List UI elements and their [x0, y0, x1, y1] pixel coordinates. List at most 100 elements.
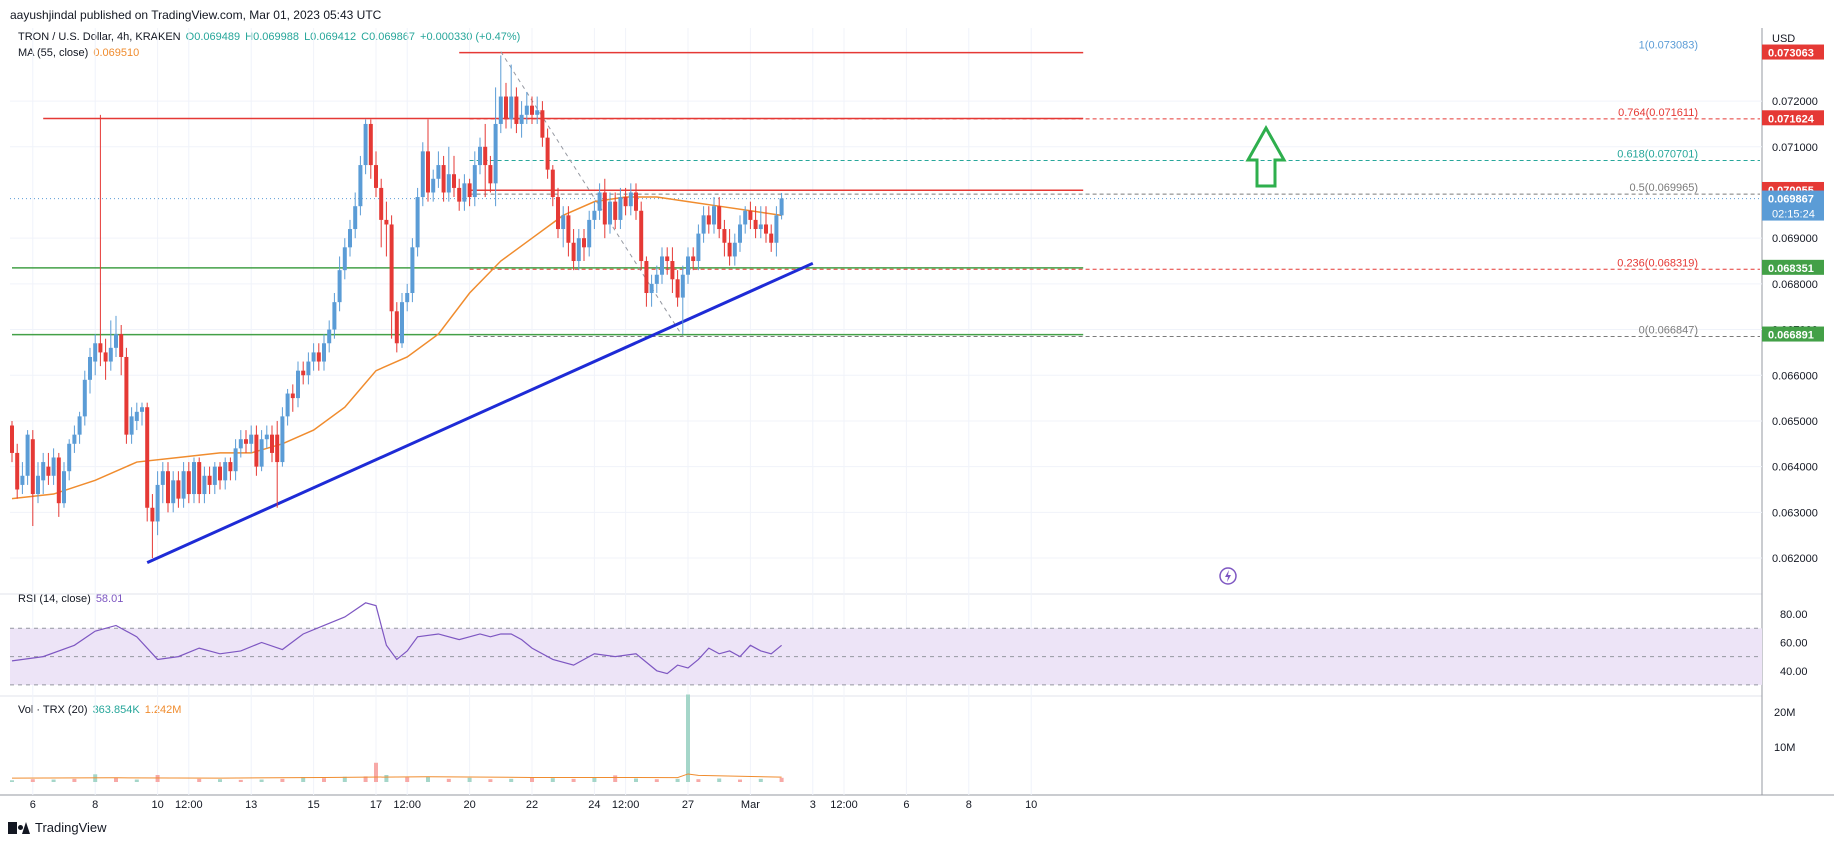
volume-tick-label: 20M: [1774, 707, 1795, 719]
candle-body: [129, 416, 134, 435]
candle-body: [561, 215, 566, 230]
candle-body: [654, 274, 659, 284]
candle-body: [62, 471, 66, 504]
volume-bar: [488, 779, 493, 782]
candle-body: [374, 165, 378, 188]
candle-body: [192, 462, 196, 495]
candle-body: [706, 215, 711, 225]
price-tag-label: 0.066891: [1768, 330, 1814, 342]
candle-body: [342, 247, 347, 271]
candle-body: [41, 462, 46, 481]
candle-body: [441, 165, 446, 193]
symbol-name[interactable]: TRON / U.S. Dollar, 4h, KRAKEN: [18, 31, 181, 43]
candle-body: [415, 197, 420, 248]
candle-body: [613, 201, 618, 220]
volume-bar: [758, 778, 763, 782]
lightning-icon: [1225, 570, 1231, 582]
time-tick-label: 8: [92, 799, 98, 811]
candle-body: [358, 165, 363, 207]
volume-bar: [301, 777, 306, 782]
candle-body: [712, 206, 716, 225]
tradingview-logo[interactable]: TradingView: [8, 820, 107, 835]
candle-body: [748, 210, 753, 220]
volume-bar: [779, 777, 784, 782]
candle-body: [88, 356, 92, 380]
candle-body: [259, 439, 264, 467]
volume-bar: [654, 779, 659, 782]
high-value: H0.069988: [245, 31, 299, 43]
volume-legend[interactable]: Vol · TRX (20) 363.854K 1.242M: [18, 704, 181, 716]
candle-body: [608, 201, 612, 225]
volume-ma-line: [11, 773, 782, 779]
candle-body: [150, 507, 155, 522]
candle-body: [93, 343, 98, 362]
candle-body: [519, 114, 524, 124]
candle-body: [660, 256, 664, 275]
volume-bar: [592, 777, 597, 782]
price-axis-unit: USD: [1772, 33, 1795, 45]
volume-bar: [550, 778, 555, 782]
rsi-tick-label: 60.00: [1780, 637, 1808, 649]
candle-body: [498, 96, 503, 124]
candle-body: [524, 105, 529, 115]
time-tick-label: 17: [370, 799, 382, 811]
volume-bar: [51, 779, 56, 782]
rsi-line: [11, 602, 782, 675]
price-tag-label: 0.069867: [1768, 194, 1814, 206]
time-tick-label: 24: [588, 799, 600, 811]
volume-bar: [696, 779, 701, 782]
price-tick-label: 0.068000: [1772, 279, 1818, 291]
fib-level-label: 0.5(0.069965): [1630, 182, 1699, 194]
candle-body: [67, 443, 72, 472]
candle-body: [644, 261, 649, 294]
price-tick-label: 0.065000: [1772, 416, 1818, 428]
symbol-legend: TRON / U.S. Dollar, 4h, KRAKEN O0.069489…: [18, 31, 520, 43]
candle-body: [348, 229, 352, 248]
candle-body: [316, 352, 321, 362]
candle-body: [46, 466, 51, 476]
price-tick-label: 0.066000: [1772, 370, 1818, 382]
volume-bar: [374, 762, 378, 782]
candle-body: [82, 379, 87, 417]
time-tick-label: Mar: [741, 799, 760, 811]
candle-body: [509, 96, 514, 120]
candle-body: [98, 343, 103, 353]
rsi-legend[interactable]: RSI (14, close) 58.01: [18, 593, 123, 605]
candle-body: [769, 233, 774, 243]
candle-body: [103, 352, 108, 362]
volume-bar: [30, 779, 35, 782]
candle-body: [400, 302, 404, 344]
candle-body: [576, 238, 581, 262]
volume-bar: [134, 779, 139, 782]
candle-body: [743, 210, 748, 225]
time-tick-label: 12:00: [830, 799, 858, 811]
candle-body: [675, 279, 680, 298]
low-value: L0.069412: [304, 31, 357, 43]
time-tick-label: 12:00: [393, 799, 421, 811]
candle-body: [140, 407, 144, 412]
volume-bar: [634, 778, 638, 782]
candle-body: [389, 224, 394, 312]
time-tick-label: 10: [1025, 799, 1037, 811]
candle-body: [228, 462, 233, 472]
candle-body: [285, 393, 290, 417]
candle-body: [176, 480, 181, 499]
ascending-trendline: [146, 261, 814, 564]
candle-body: [270, 434, 274, 453]
candle-body: [254, 434, 259, 467]
candle-body: [72, 434, 77, 444]
volume-bar: [322, 778, 326, 782]
candle-body: [493, 123, 498, 184]
candle-body: [212, 466, 217, 485]
rsi-label: RSI (14, close): [18, 593, 91, 605]
candle-body: [160, 471, 165, 485]
candle-body: [384, 219, 389, 225]
time-tick-label: 13: [245, 799, 257, 811]
volume-bar: [405, 777, 410, 782]
candle-body: [301, 370, 306, 376]
candle-body: [665, 256, 670, 262]
volume-bar: [72, 778, 77, 782]
candle-body: [639, 210, 644, 262]
ma-legend[interactable]: MA (55, close) 0.069510: [18, 47, 139, 59]
